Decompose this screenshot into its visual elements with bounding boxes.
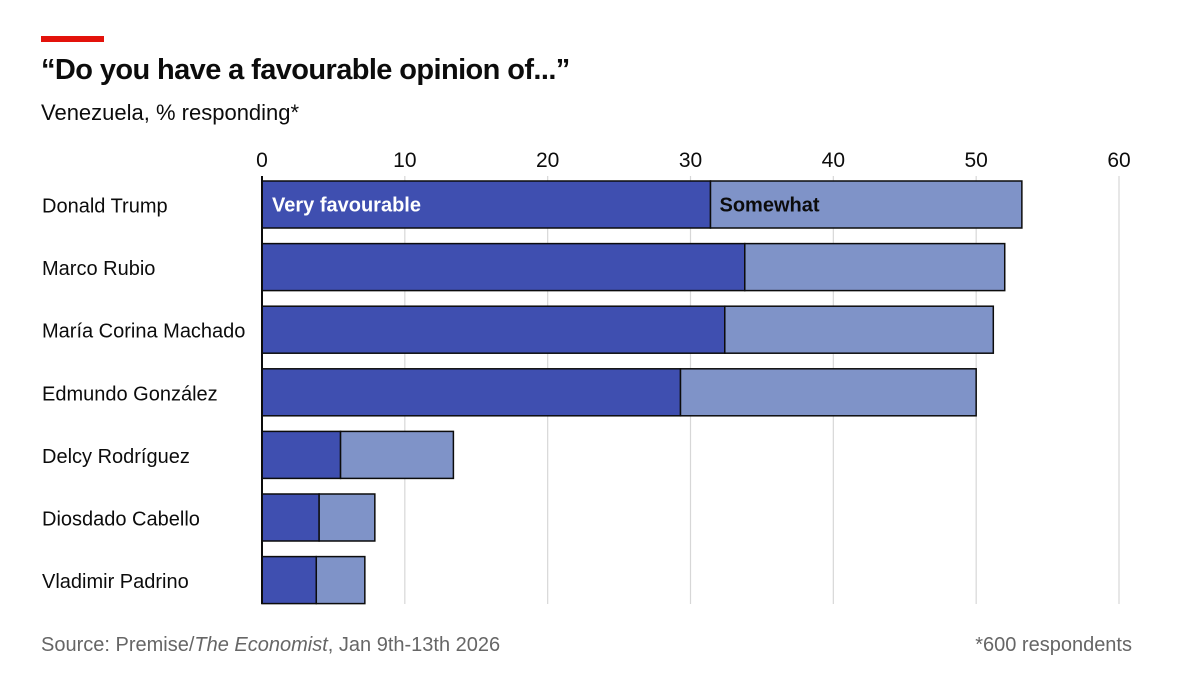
x-tick-label: 10 [393, 149, 416, 172]
chart-subtitle: Venezuela, % responding* [41, 100, 300, 125]
x-tick-label: 20 [536, 149, 559, 172]
legend-label-very-favourable: Very favourable [272, 195, 421, 217]
source-note: Source: Premise/The Economist, Jan 9th-1… [41, 634, 500, 657]
category-label: Edmundo González [42, 383, 218, 405]
category-label: Marco Rubio [42, 258, 155, 280]
category-label: Delcy Rodríguez [42, 446, 190, 468]
respondents-footnote: *600 respondents [975, 634, 1132, 656]
bar-somewhat [679, 368, 977, 417]
category-label: María Corina Machado [42, 321, 245, 343]
x-tick-label: 0 [256, 149, 268, 172]
bar-very-favourable [261, 305, 726, 354]
x-tick-label: 30 [679, 149, 702, 172]
category-labels: Donald Trump Marco Rubio María Corina Mach… [42, 195, 820, 594]
bar-somewhat [339, 430, 455, 480]
bar-somewhat [744, 242, 1006, 292]
bars [261, 180, 1023, 605]
source-publication: The Economist [194, 634, 328, 656]
legend-label-somewhat: Somewhat [719, 195, 819, 217]
x-tick-label: 40 [822, 149, 845, 172]
chart-title: “Do you have a favourable opinion of...” [41, 54, 570, 86]
bar-very-favourable [261, 180, 712, 229]
bar-somewhat [724, 305, 995, 354]
bar-somewhat [709, 180, 1023, 229]
bar-somewhat [318, 493, 376, 542]
brand-accent-bar [41, 36, 104, 42]
bar-very-favourable [261, 368, 682, 417]
x-tick-label: 60 [1107, 149, 1130, 172]
x-axis-ticks: 0 10 20 30 40 50 60 [256, 149, 1131, 172]
category-label: Donald Trump [42, 196, 168, 218]
x-tick-label: 50 [964, 149, 987, 172]
bar-very-favourable [261, 555, 318, 605]
source-suffix: , Jan 9th-13th 2026 [327, 634, 501, 656]
category-label: Diosdado Cabello [42, 509, 200, 531]
source-prefix: Source: Premise/ [41, 634, 195, 656]
bar-very-favourable [261, 430, 342, 480]
bar-very-favourable [261, 493, 320, 542]
bar-chart: 0 10 20 30 40 50 60 Donald Trump Marco Rubio Mar… [42, 149, 1131, 605]
bar-somewhat [315, 555, 366, 605]
bar-very-favourable [261, 242, 746, 292]
category-label: Vladimir Padrino [42, 571, 189, 593]
